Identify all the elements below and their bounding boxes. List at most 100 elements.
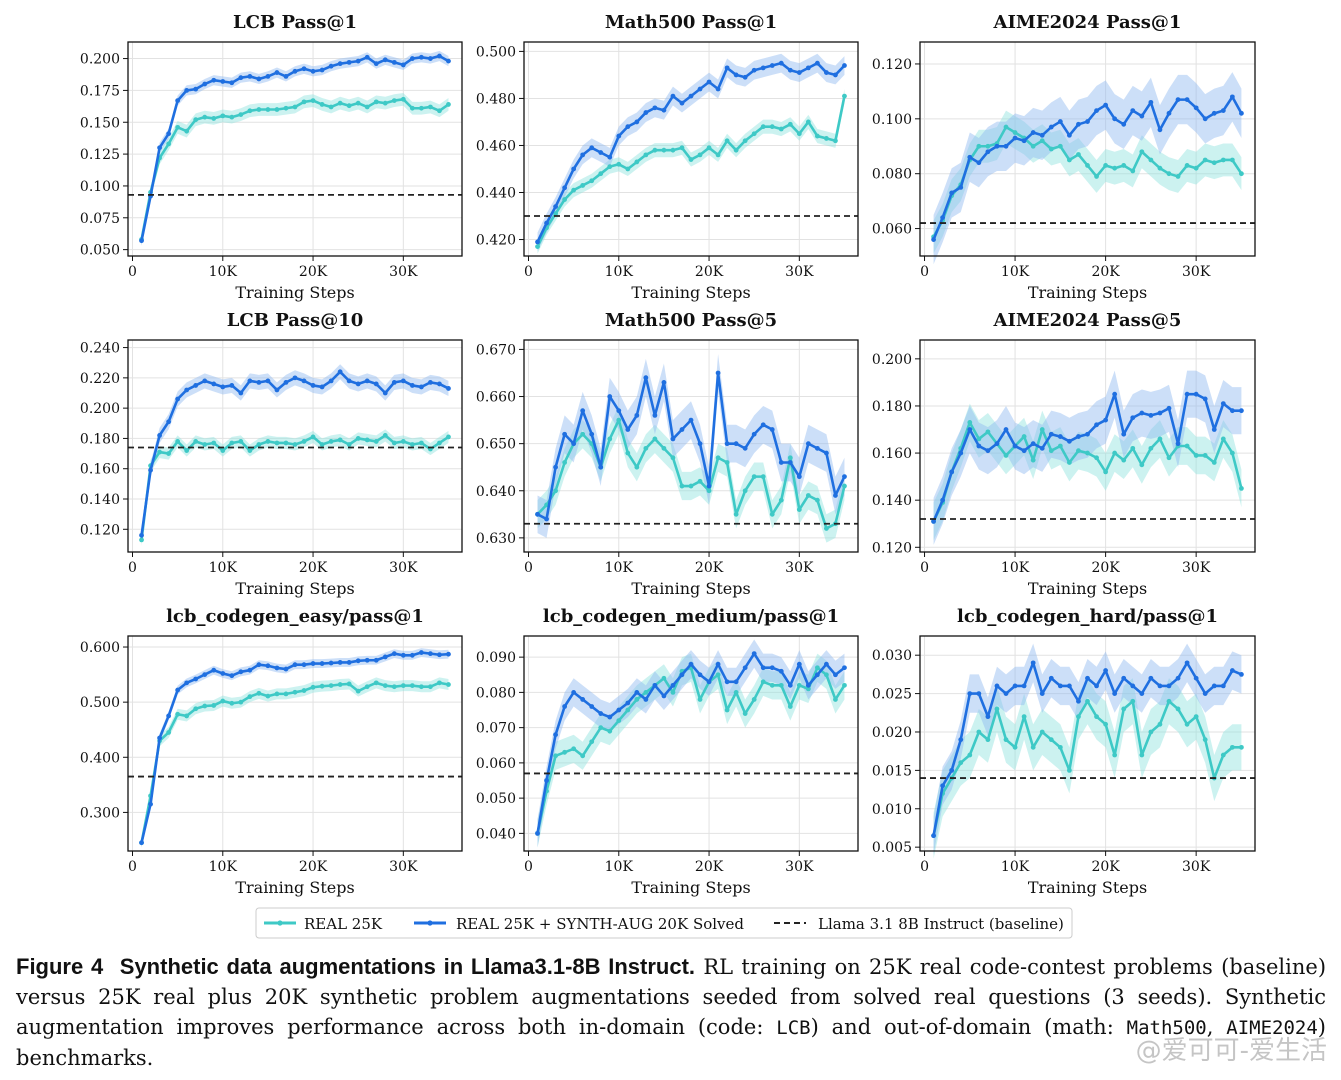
data-point-real	[184, 128, 190, 134]
data-point-synth	[652, 682, 658, 688]
data-point-synth	[157, 735, 162, 741]
data-point-synth	[355, 381, 361, 387]
data-point-real	[1184, 443, 1190, 449]
series-band-synth	[141, 50, 449, 246]
data-point-real	[724, 460, 730, 465]
data-point-real	[175, 711, 181, 717]
data-point-synth	[931, 518, 936, 524]
data-point-synth	[1175, 441, 1181, 447]
data-point-real	[184, 713, 190, 719]
data-point-synth	[193, 86, 199, 92]
data-point-synth	[175, 396, 181, 402]
data-point-synth	[1012, 135, 1018, 141]
data-point-real	[778, 497, 784, 503]
data-point-synth	[562, 704, 568, 709]
data-point-synth	[967, 427, 973, 432]
data-point-synth	[428, 651, 433, 657]
data-point-real	[355, 436, 361, 441]
y-tick-label: 0.440	[476, 186, 516, 202]
data-point-synth	[1157, 683, 1163, 689]
data-point-synth	[391, 651, 397, 657]
data-point-synth	[1112, 391, 1118, 397]
data-point-synth	[1076, 698, 1081, 704]
data-point-synth	[1220, 108, 1226, 113]
data-point-synth	[1103, 668, 1109, 673]
data-point-synth	[319, 384, 325, 390]
data-point-real	[1166, 455, 1172, 461]
data-point-synth	[1139, 410, 1145, 416]
data-point-synth	[175, 687, 181, 693]
data-point-synth	[446, 58, 451, 64]
caption-title: Synthetic data augmentations in Llama3.1…	[119, 954, 696, 979]
data-point-real	[679, 483, 685, 489]
data-point-synth	[139, 532, 144, 538]
plot-frame	[127, 41, 463, 257]
data-point-synth	[283, 73, 289, 79]
data-point-real	[769, 682, 775, 688]
data-point-synth	[1229, 94, 1235, 100]
data-point-real	[1121, 163, 1127, 168]
data-point-real	[589, 739, 595, 745]
data-point-real	[607, 728, 613, 734]
y-tick-label: 0.220	[80, 371, 120, 387]
data-point-synth	[715, 370, 721, 376]
y-tick-label: 0.600	[80, 640, 120, 656]
data-point-synth	[139, 840, 144, 846]
data-point-real	[805, 119, 811, 125]
data-point-real	[733, 511, 739, 517]
data-point-real	[842, 682, 847, 688]
data-point-synth	[1048, 124, 1054, 130]
data-point-real	[976, 729, 982, 735]
data-point-real	[446, 682, 451, 687]
data-point-real	[842, 93, 847, 99]
data-point-real	[652, 147, 658, 153]
data-point-synth	[1130, 683, 1136, 689]
data-point-real	[193, 706, 199, 712]
data-point-real	[1030, 143, 1036, 149]
data-point-real	[824, 672, 829, 678]
data-point-synth	[553, 464, 558, 470]
data-point-real	[670, 455, 676, 461]
data-point-synth	[661, 107, 667, 113]
data-point-synth	[283, 380, 289, 385]
y-tick-label: 0.020	[872, 725, 912, 741]
chart-panel: 0 10K 20K 30K 0.040 0.050 0.060 0.070 0.080 0.090…	[476, 606, 859, 897]
data-point-synth	[337, 660, 343, 665]
data-point-synth	[1229, 668, 1235, 673]
data-point-real	[1030, 457, 1036, 463]
chart-panel: 0 10K 20K 30K 0.300 0.400 0.500 0.600 lcb_codege…	[80, 606, 463, 897]
x-tick-label: 10K	[1001, 264, 1030, 280]
data-point-real	[778, 682, 784, 688]
data-point-real	[661, 147, 667, 153]
data-point-synth	[535, 511, 540, 517]
y-tick-label: 0.120	[872, 57, 912, 73]
data-point-synth	[833, 72, 838, 78]
data-point-real	[1103, 721, 1109, 727]
data-point-real	[1012, 130, 1018, 135]
data-point-synth	[679, 672, 685, 678]
data-point-real	[265, 107, 271, 112]
data-point-synth	[824, 70, 829, 75]
data-point-real	[400, 683, 406, 689]
data-point-synth	[760, 665, 766, 671]
data-point-real	[400, 439, 406, 444]
x-axis-label: Training Steps	[631, 579, 750, 598]
data-point-synth	[139, 238, 144, 244]
chart-title: lcb_codegen_hard/pass@1	[957, 606, 1218, 627]
data-point-real	[562, 197, 568, 202]
data-point-synth	[616, 133, 622, 139]
data-point-real	[409, 683, 415, 689]
legend-baseline-label: Llama 3.1 8B Instruct (baseline)	[818, 915, 1064, 933]
data-point-synth	[940, 215, 946, 220]
x-tick-label: 20K	[299, 859, 328, 875]
y-tick-label: 0.100	[80, 179, 120, 195]
data-point-real	[1202, 453, 1208, 458]
x-axis-label: Training Steps	[235, 579, 354, 598]
data-point-synth	[805, 65, 811, 71]
data-point-real	[833, 697, 838, 702]
data-point-synth	[742, 74, 748, 80]
data-point-real	[814, 665, 820, 671]
data-point-real	[1211, 160, 1217, 166]
data-point-synth	[409, 383, 415, 388]
